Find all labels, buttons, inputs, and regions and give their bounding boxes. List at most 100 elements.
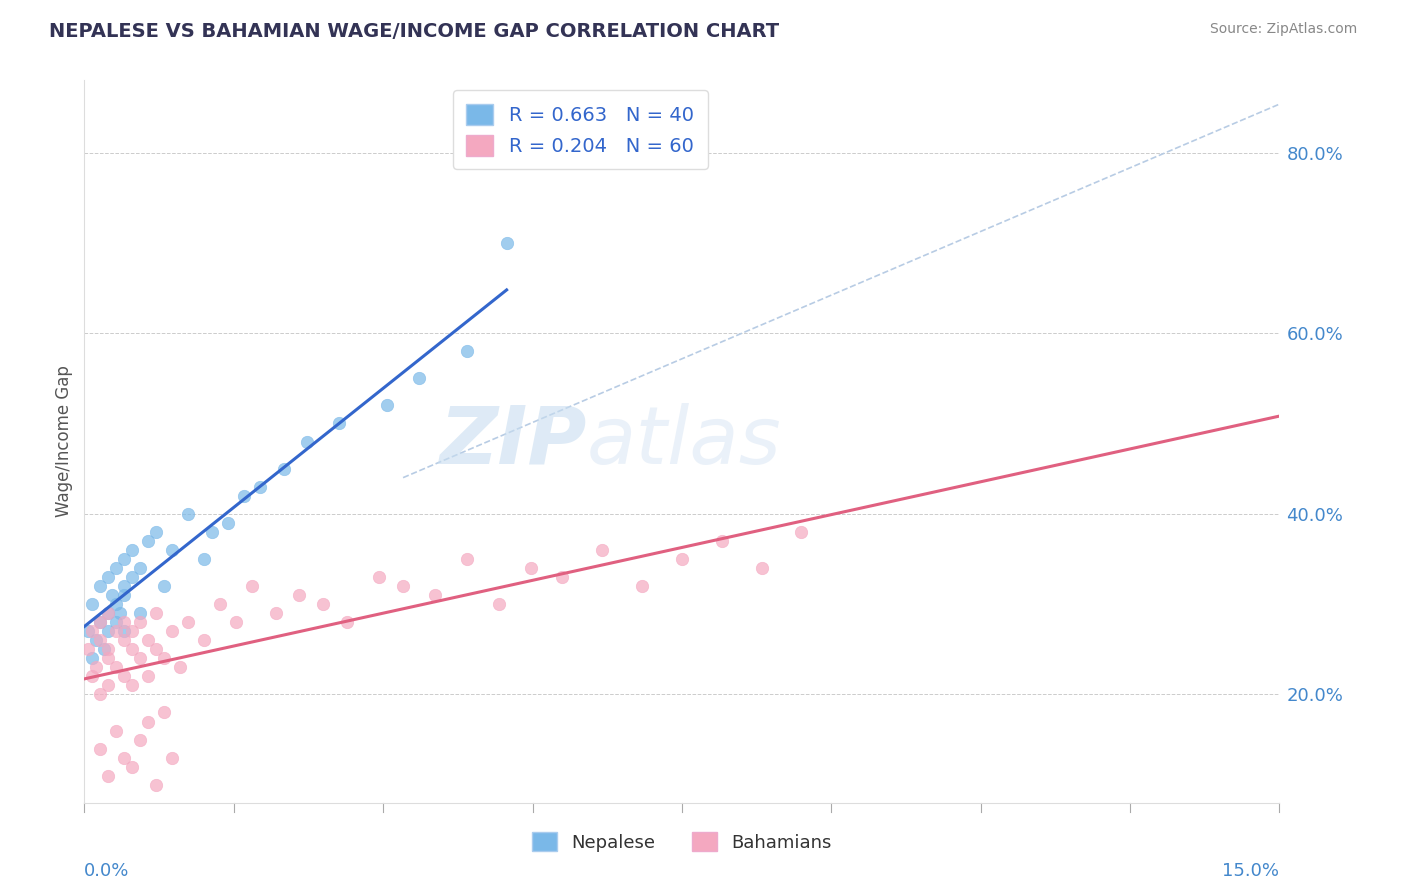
Point [121,678,143,692]
Point [112,552,135,566]
Point [121,624,143,639]
Point [105,615,128,630]
Point [86,660,108,674]
Point [97,678,120,692]
Point [112,615,135,630]
Point [169,660,191,674]
Point [97,570,120,584]
Point [82,597,104,611]
Point [97,642,120,657]
Point [423,588,446,602]
Point [273,461,295,475]
Point [129,732,152,747]
Point [82,669,104,683]
Point [488,597,510,611]
Point [297,434,319,449]
Point [153,579,176,593]
Point [112,750,135,764]
Point [193,633,215,648]
Point [145,642,167,657]
Y-axis label: Wage/Income Gap: Wage/Income Gap [55,366,73,517]
Point [177,615,200,630]
Point [249,480,271,494]
Point [97,769,120,783]
Point [89,615,111,630]
Point [97,651,120,665]
Point [145,606,167,620]
Point [264,606,287,620]
Point [121,760,143,774]
Point [129,561,152,575]
Point [105,660,128,674]
Point [240,579,263,593]
Point [201,524,224,539]
Point [101,588,124,602]
Point [591,542,613,557]
Point [129,651,152,665]
Point [232,489,254,503]
Point [86,633,108,648]
Point [136,633,159,648]
Point [145,524,167,539]
Text: 0.0%: 0.0% [84,862,129,880]
Point [89,579,111,593]
Point [519,561,541,575]
Point [392,579,415,593]
Point [312,597,335,611]
Point [551,570,574,584]
Point [121,570,143,584]
Point [93,642,115,657]
Text: ZIP: ZIP [439,402,586,481]
Point [89,741,111,756]
Point [328,417,350,431]
Point [217,516,239,530]
Point [89,633,111,648]
Point [456,552,478,566]
Point [105,561,128,575]
Point [89,687,111,701]
Point [77,642,100,657]
Point [112,669,135,683]
Point [751,561,773,575]
Point [105,723,128,738]
Point [408,371,430,385]
Point [177,507,200,521]
Legend: Nepalese, Bahamians: Nepalese, Bahamians [524,824,839,859]
Point [105,624,128,639]
Point [89,615,111,630]
Point [225,615,247,630]
Point [82,651,104,665]
Point [129,606,152,620]
Point [153,651,176,665]
Point [97,606,120,620]
Point [495,235,517,250]
Point [160,624,183,639]
Point [105,597,128,611]
Point [112,624,135,639]
Text: atlas: atlas [586,402,782,481]
Point [671,552,693,566]
Point [375,398,398,412]
Text: Source: ZipAtlas.com: Source: ZipAtlas.com [1209,22,1357,37]
Point [112,588,135,602]
Point [193,552,215,566]
Point [145,778,167,792]
Point [110,606,132,620]
Point [456,344,478,359]
Point [121,642,143,657]
Point [368,570,391,584]
Point [112,633,135,648]
Text: 15.0%: 15.0% [1222,862,1279,880]
Point [136,669,159,683]
Point [82,624,104,639]
Point [97,606,120,620]
Point [77,624,100,639]
Point [136,533,159,548]
Point [129,615,152,630]
Point [336,615,359,630]
Point [160,750,183,764]
Point [631,579,654,593]
Point [208,597,231,611]
Point [97,624,120,639]
Point [790,524,813,539]
